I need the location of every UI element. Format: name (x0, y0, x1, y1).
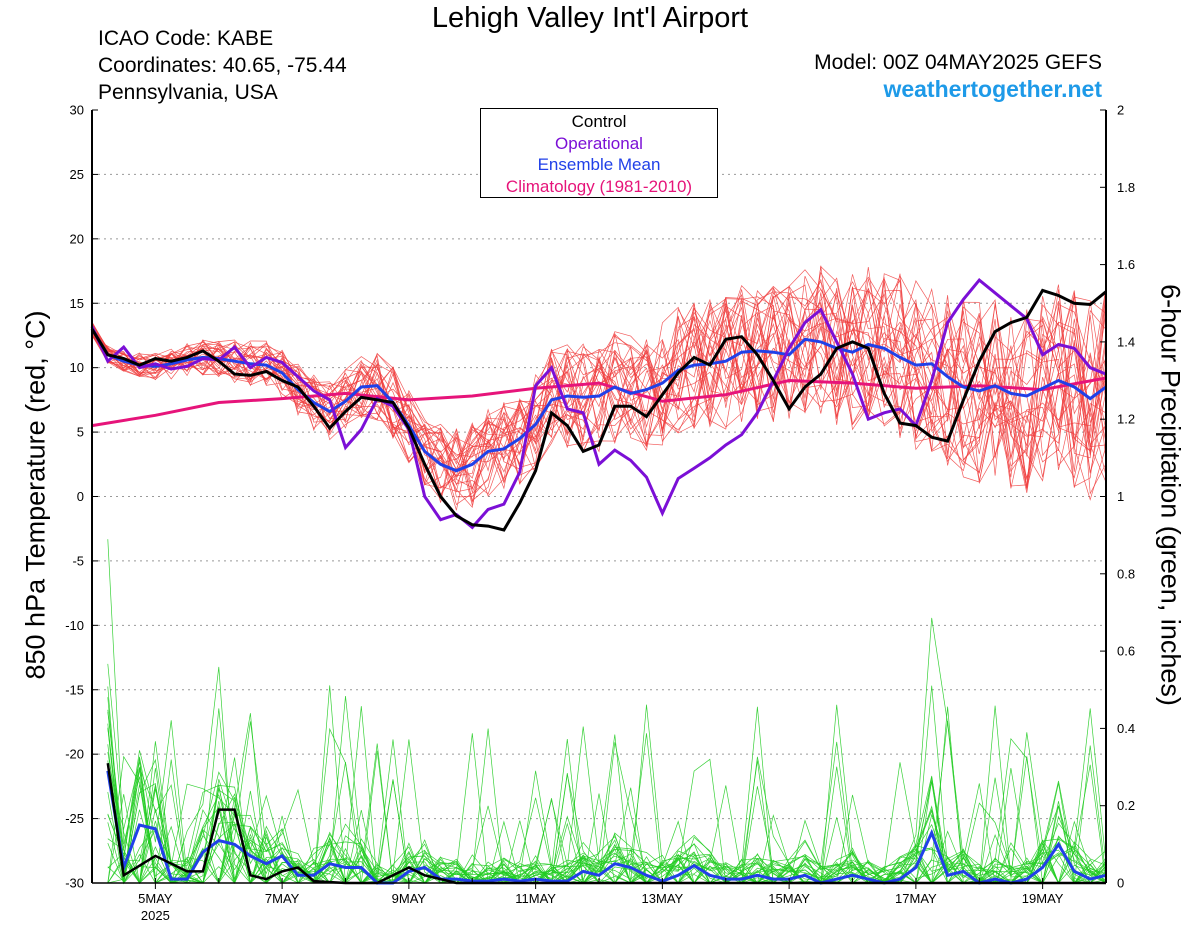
y-tick-label-left: -20 (65, 747, 84, 762)
y-tick-label-right: 1.8 (1117, 180, 1135, 195)
y-tick-label-right: 0 (1117, 876, 1124, 891)
precip-member-line (107, 663, 1107, 884)
temp-member-line (91, 296, 1107, 478)
chart-title: Lehigh Valley Int'l Airport (431, 2, 749, 34)
precip-member-line (107, 617, 1107, 885)
region: Pennsylvania, USA (98, 81, 278, 104)
coordinates: Coordinates: 40.65, -75.44 (98, 54, 347, 77)
precip-ensemble-mean-line (106, 770, 1107, 885)
precip-member-line (107, 721, 1107, 884)
y-tick-label-right: 1.6 (1117, 257, 1135, 272)
y-tick-label-left: 0 (77, 489, 84, 504)
precip-control-line (106, 763, 1106, 885)
temp-member-line (91, 278, 1107, 511)
precip-member-line (107, 539, 1106, 884)
y-tick-label-right: 1 (1117, 489, 1124, 504)
x-tick-label: 9MAY (392, 891, 427, 906)
precip-member-line (107, 666, 1107, 884)
y-tick-label-left: -15 (65, 682, 84, 697)
y-tick-label-right: 0.2 (1117, 798, 1135, 813)
y-tick-label-left: 20 (70, 231, 84, 246)
y-tick-label-left: 15 (70, 296, 84, 311)
y-tick-label-right: 0.8 (1117, 566, 1135, 581)
model-run: Model: 00Z 04MAY2025 GEFS (814, 51, 1102, 74)
x-tick-label: 13MAY (642, 891, 684, 906)
temp-member-line (91, 269, 1107, 490)
y-tick-label-right: 1.2 (1117, 412, 1135, 427)
climatology-line (91, 376, 1107, 428)
x-tick-label: 7MAY (265, 891, 300, 906)
y-tick-label-right: 1.4 (1117, 334, 1135, 349)
x-tick-label: 15MAY (768, 891, 810, 906)
operational-line (90, 277, 1107, 530)
temp-member-line (91, 303, 1107, 486)
y-tick-label-right: 0.4 (1117, 721, 1135, 736)
y-tick-label-left: 5 (77, 425, 84, 440)
precip-member-line (107, 697, 1107, 885)
y-tick-label-left: 25 (70, 167, 84, 182)
y-tick-label-right: 2 (1117, 103, 1124, 118)
legend-climatology: Climatology (1981-2010) (505, 176, 693, 196)
control-line (90, 288, 1107, 532)
ensemble-mean-line (90, 328, 1107, 473)
x-tick-label: 19MAY (1022, 891, 1064, 906)
y-tick-label-left: -30 (65, 876, 84, 891)
precip-member-line (107, 723, 1106, 884)
x-tick-label: 5MAY (138, 891, 173, 906)
y-tick-label-left: -10 (65, 618, 84, 633)
y-tick-label-left: -5 (72, 553, 84, 568)
legend-operational: Operational (555, 133, 643, 153)
y-tick-label-right: 0.6 (1117, 644, 1135, 659)
y-tick-label-left: 30 (70, 103, 84, 118)
temp-member-line (91, 286, 1107, 484)
precip-member-line (107, 706, 1106, 884)
x-year-label: 2025 (141, 908, 170, 923)
icao-code: ICAO Code: KABE (98, 27, 274, 50)
y-tick-label-left: 10 (70, 360, 84, 375)
legend-ensemble-mean: Ensemble Mean (537, 155, 661, 174)
site-link[interactable]: weathertogether.net (883, 76, 1102, 102)
y-tick-label-left: -25 (65, 811, 84, 826)
x-tick-label: 11MAY (515, 891, 556, 906)
temp-member-line (91, 295, 1107, 492)
x-tick-label: 17MAY (895, 891, 937, 906)
legend: Control Operational Ensemble Mean Climat… (480, 108, 718, 198)
legend-control: Control (571, 112, 627, 131)
